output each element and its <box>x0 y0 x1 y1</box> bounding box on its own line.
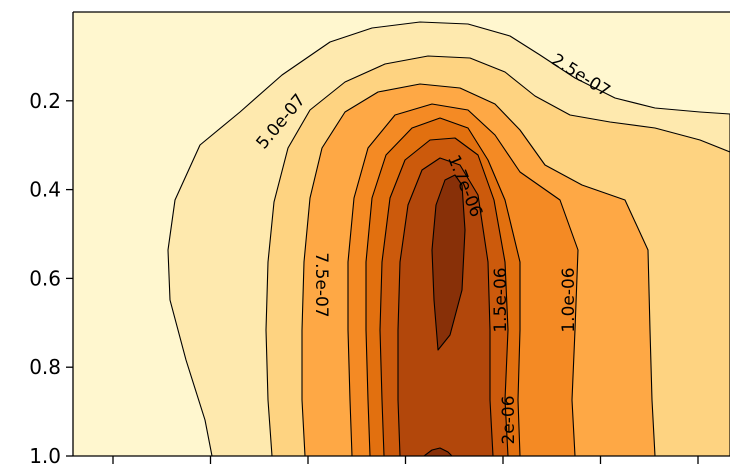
y-tick-label: 0.4 <box>29 178 61 202</box>
contour-label-1.0e-06: 1.0e-06 <box>559 267 579 332</box>
x-axis-ticks <box>112 456 699 464</box>
y-tick-label: 0.2 <box>29 89 61 113</box>
contour-label-1.5e-06: 1.5e-06 <box>491 267 511 332</box>
y-tick-label: 1.0 <box>29 444 61 467</box>
contour-region-2e-06-bottom <box>423 447 453 456</box>
contour-region-2e-06 <box>431 174 466 351</box>
y-axis-ticks: 0.2 0.4 0.6 0.8 1.0 <box>29 89 73 467</box>
y-tick-label: 0.8 <box>29 355 61 379</box>
contour-label-2e-06: 2e-06 <box>499 395 519 444</box>
contour-label-7.5e-07: 7.5e-07 <box>311 252 331 317</box>
y-tick-label: 0.6 <box>29 266 61 290</box>
